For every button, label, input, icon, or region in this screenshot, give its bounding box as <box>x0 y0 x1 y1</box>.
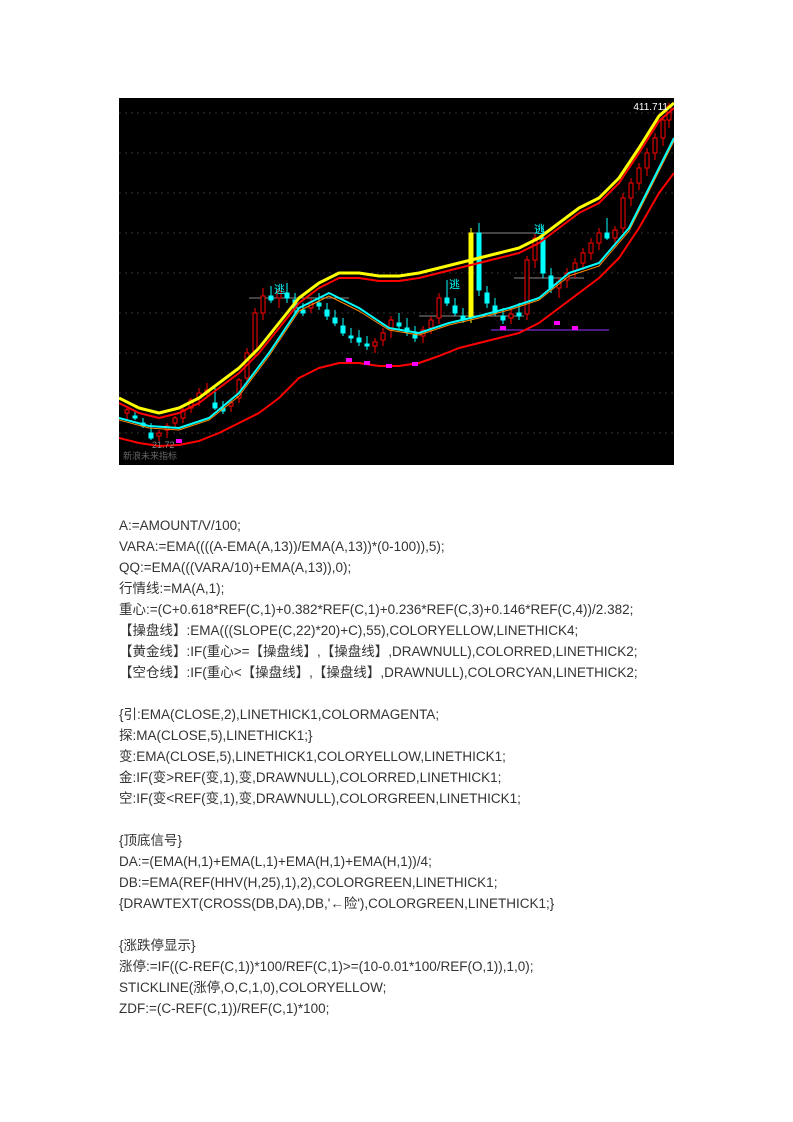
chart-watermark: 新浪未来指标 <box>123 449 177 462</box>
stock-chart: 逃逃逃 411.711 21.72 新浪未来指标 <box>119 98 674 465</box>
svg-text:逃: 逃 <box>534 223 545 236</box>
code-line: 【黄金线】:IF(重心>=【操盘线】,【操盘线】,DRAWNULL),COLOR… <box>119 641 674 662</box>
code-line: 行情线:=MA(A,1); <box>119 578 674 599</box>
code-line: 涨停:=IF((C-REF(C,1))*100/REF(C,1)>=(10-0.… <box>119 956 674 977</box>
code-line <box>119 914 674 935</box>
code-line: 探:MA(CLOSE,5),LINETHICK1;} <box>119 725 674 746</box>
code-line: 【操盘线】:EMA(((SLOPE(C,22)*20)+C),55),COLOR… <box>119 620 674 641</box>
code-line: 重心:=(C+0.618*REF(C,1)+0.382*REF(C,1)+0.2… <box>119 599 674 620</box>
code-line: 金:IF(变>REF(变,1),变,DRAWNULL),COLORRED,LIN… <box>119 767 674 788</box>
code-line: ZDF:=(C-REF(C,1))/REF(C,1)*100; <box>119 998 674 1019</box>
code-line: STICKLINE(涨停,O,C,1,0),COLORYELLOW; <box>119 977 674 998</box>
code-line: DA:=(EMA(H,1)+EMA(L,1)+EMA(H,1)+EMA(H,1)… <box>119 851 674 872</box>
formula-code-block: A:=AMOUNT/V/100;VARA:=EMA((((A-EMA(A,13)… <box>119 515 674 1019</box>
code-line: {涨跌停显示} <box>119 935 674 956</box>
chart-top-right-value: 411.711 <box>633 102 668 113</box>
code-line: VARA:=EMA((((A-EMA(A,13))/EMA(A,13))*(0-… <box>119 536 674 557</box>
code-line: 【空仓线】:IF(重心<【操盘线】,【操盘线】,DRAWNULL),COLORC… <box>119 662 674 683</box>
indicator-lines <box>119 103 674 446</box>
svg-text:逃: 逃 <box>449 278 460 291</box>
code-line: A:=AMOUNT/V/100; <box>119 515 674 536</box>
code-line <box>119 683 674 704</box>
code-line: {引:EMA(CLOSE,2),LINETHICK1,COLORMAGENTA; <box>119 704 674 725</box>
code-line: {DRAWTEXT(CROSS(DB,DA),DB,'←险'),COLORGRE… <box>119 893 674 914</box>
code-line: {顶底信号} <box>119 830 674 851</box>
code-line: QQ:=EMA(((VARA/10)+EMA(A,13)),0); <box>119 557 674 578</box>
code-line: DB:=EMA(REF(HHV(H,25),1),2),COLORGREEN,L… <box>119 872 674 893</box>
code-line <box>119 809 674 830</box>
grid-lines <box>119 113 674 433</box>
code-line: 变:EMA(CLOSE,5),LINETHICK1,COLORYELLOW,LI… <box>119 746 674 767</box>
chart-svg: 逃逃逃 <box>119 98 674 465</box>
svg-text:逃: 逃 <box>274 283 285 296</box>
code-line: 空:IF(变<REF(变,1),变,DRAWNULL),COLORGREEN,L… <box>119 788 674 809</box>
